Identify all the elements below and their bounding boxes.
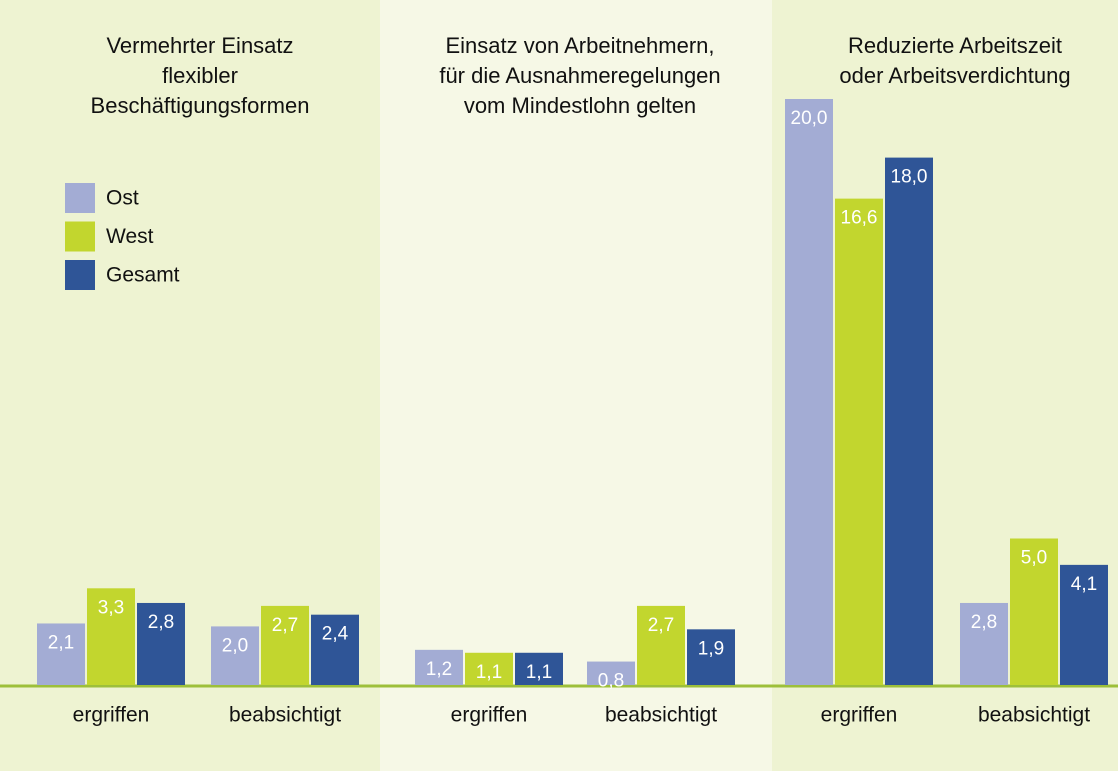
panel-title: oder Arbeitsverdichtung — [839, 63, 1070, 88]
panel-title: Einsatz von Arbeitnehmern, — [445, 33, 714, 58]
bar — [465, 652, 513, 685]
bar — [587, 661, 635, 685]
value-label: 2,4 — [322, 624, 349, 645]
legend-label: West — [106, 225, 154, 248]
legend-swatch — [65, 183, 95, 213]
bar — [835, 198, 883, 685]
legend-label: Ost — [106, 187, 139, 210]
bar — [687, 629, 735, 685]
bar — [1010, 538, 1058, 685]
value-label: 1,1 — [526, 662, 552, 683]
x-tick-label: beabsichtigt — [229, 704, 341, 727]
bar — [311, 614, 359, 685]
bar — [1060, 564, 1108, 685]
bar — [137, 602, 185, 685]
bar — [785, 99, 833, 685]
value-label: 18,0 — [891, 167, 928, 188]
bar — [637, 605, 685, 685]
value-label: 2,7 — [648, 615, 674, 636]
legend-swatch — [65, 260, 95, 290]
bar — [261, 605, 309, 685]
panel-title: Beschäftigungsformen — [91, 93, 310, 118]
value-label: 2,8 — [148, 612, 174, 633]
value-label: 1,1 — [476, 662, 502, 683]
bar — [87, 588, 135, 685]
value-label: 20,0 — [791, 108, 828, 129]
value-label: 2,7 — [272, 615, 298, 636]
panel-title: für die Ausnahmeregelungen — [439, 63, 720, 88]
panel-title: vom Mindestlohn gelten — [464, 93, 696, 118]
value-label: 2,8 — [971, 612, 997, 633]
panel-title: Reduzierte Arbeitszeit — [848, 33, 1062, 58]
value-label: 1,2 — [426, 659, 452, 680]
value-label: 5,0 — [1021, 548, 1047, 569]
x-tick-label: ergriffen — [73, 704, 150, 727]
bar — [415, 649, 463, 685]
legend-swatch — [65, 221, 95, 252]
panel-title: Vermehrter Einsatz — [106, 33, 293, 58]
value-label: 16,6 — [841, 208, 878, 229]
bar — [885, 157, 933, 686]
x-tick-label: beabsichtigt — [978, 704, 1090, 727]
legend-label: Gesamt — [106, 264, 180, 287]
x-tick-label: ergriffen — [451, 704, 528, 727]
value-label: 0,8 — [598, 671, 624, 692]
value-label: 1,9 — [698, 638, 724, 659]
value-label: 4,1 — [1071, 574, 1097, 595]
bar — [211, 626, 259, 685]
value-label: 2,0 — [222, 635, 248, 656]
bar — [37, 623, 85, 685]
bar — [515, 652, 563, 685]
value-label: 2,1 — [48, 632, 74, 653]
x-tick-label: beabsichtigt — [605, 704, 717, 727]
bar — [960, 602, 1008, 685]
panel-title: flexibler — [162, 63, 238, 88]
value-label: 3,3 — [98, 597, 124, 618]
x-tick-label: ergriffen — [821, 704, 898, 727]
